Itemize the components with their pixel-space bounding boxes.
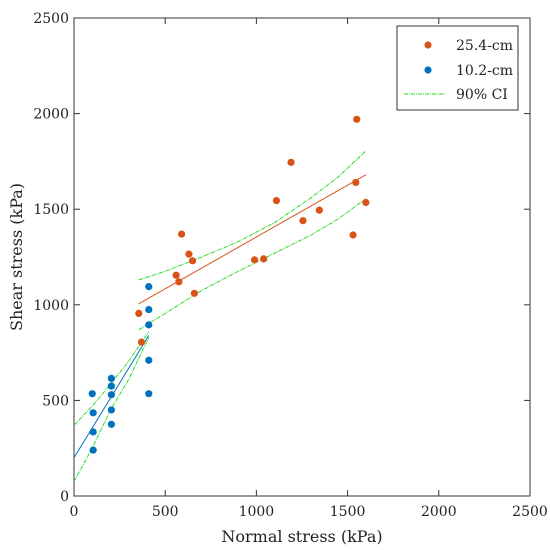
data-point <box>145 321 153 329</box>
data-point <box>349 231 357 239</box>
x-axis-ticks: 0 500 1000 1500 2000 2500 <box>70 18 548 520</box>
data-point <box>89 428 97 436</box>
data-point <box>287 158 295 166</box>
y-tick-label: 1000 <box>33 298 69 314</box>
data-point <box>135 309 143 318</box>
data-points <box>88 115 370 454</box>
y-axis-label: Shear stress (kPa) <box>7 183 26 331</box>
legend-marker-10-2 <box>424 66 432 74</box>
data-point <box>107 382 115 390</box>
data-point <box>260 255 268 263</box>
legend-label-25-4: 25.4-cm <box>456 38 513 54</box>
data-point <box>172 271 180 279</box>
data-point <box>352 178 360 187</box>
data-point <box>250 256 259 264</box>
data-point <box>89 446 97 454</box>
data-point <box>89 409 97 417</box>
data-point <box>315 206 323 214</box>
data-point <box>175 278 183 286</box>
data-point <box>185 250 193 258</box>
data-point <box>107 391 115 399</box>
legend-label-ci: 90% CI <box>456 87 508 103</box>
y-tick-label: 2000 <box>33 107 69 123</box>
x-tick-label: 1500 <box>330 504 366 520</box>
x-tick-label: 2500 <box>512 504 548 520</box>
data-point <box>190 289 198 297</box>
data-point <box>107 406 115 414</box>
data-point <box>299 217 307 225</box>
data-point <box>272 196 281 205</box>
y-tick-label: 2500 <box>33 11 69 27</box>
x-tick-label: 2000 <box>421 504 457 520</box>
ci-curve <box>73 331 150 426</box>
x-axis-label: Normal stress (kPa) <box>221 527 382 546</box>
data-point <box>362 198 370 207</box>
data-point <box>178 230 186 238</box>
y-tick-label: 1500 <box>33 202 69 218</box>
data-point <box>353 115 361 123</box>
data-point <box>107 420 115 428</box>
y-tick-label: 0 <box>60 489 69 505</box>
y-tick-label: 500 <box>42 393 69 409</box>
x-tick-label: 0 <box>70 504 79 520</box>
data-point <box>188 257 197 265</box>
y-axis-ticks: 0 500 1000 1500 2000 2500 <box>33 11 530 505</box>
legend-label-10-2: 10.2-cm <box>456 63 513 79</box>
x-tick-label: 1000 <box>239 504 275 520</box>
data-point <box>145 356 153 364</box>
data-point <box>88 390 96 398</box>
ci-curve <box>138 150 367 281</box>
legend-box <box>396 25 519 111</box>
data-point <box>137 338 146 346</box>
legend: 25.4-cm 10.2-cm 90% CI <box>396 25 519 111</box>
legend-marker-25-4 <box>424 41 432 49</box>
x-tick-label: 500 <box>152 504 179 520</box>
data-point <box>107 374 115 383</box>
data-point <box>145 390 153 398</box>
data-point <box>145 305 153 314</box>
data-point <box>145 283 153 291</box>
